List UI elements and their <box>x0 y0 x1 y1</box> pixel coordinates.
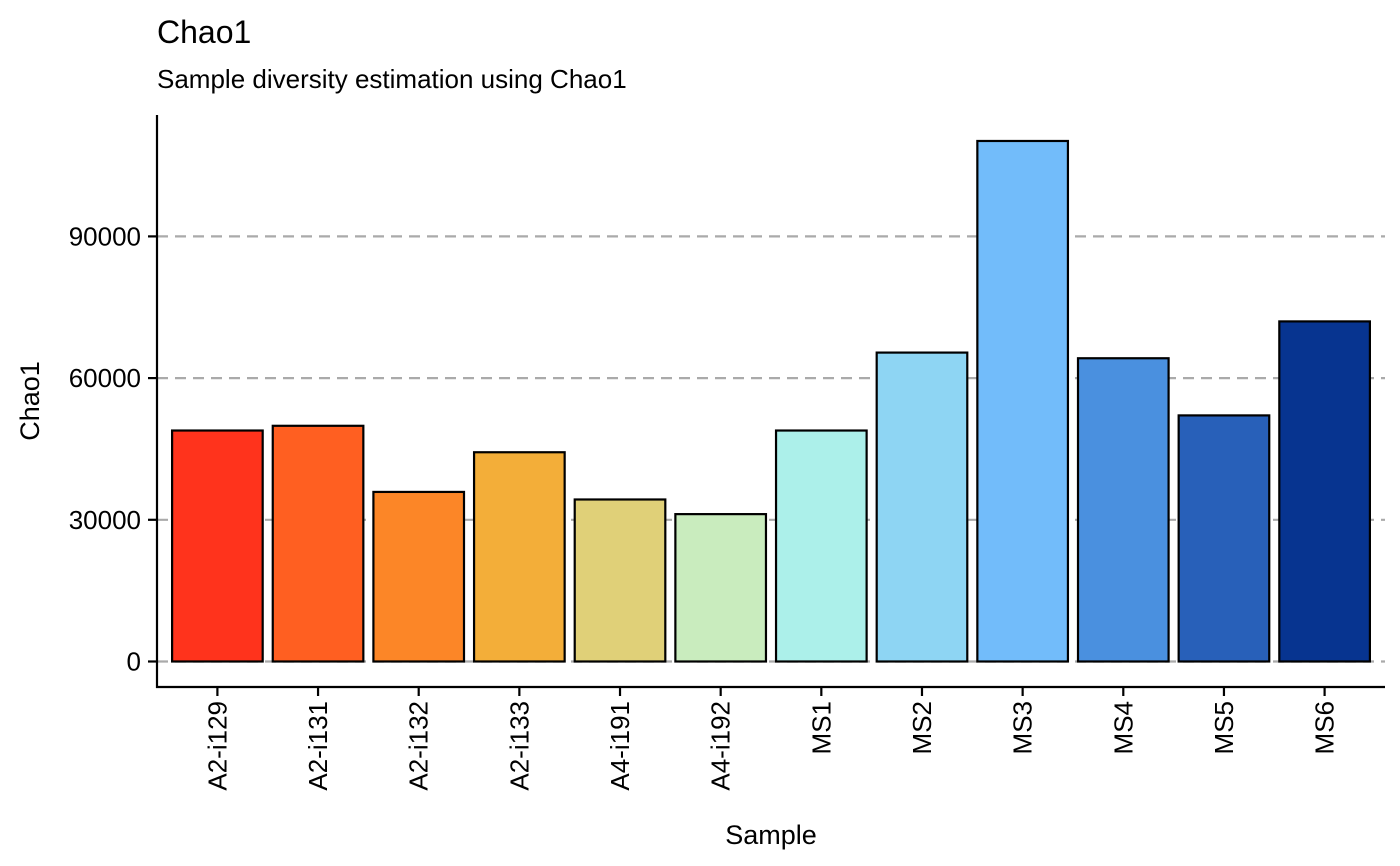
y-tick-label: 30000 <box>69 505 141 535</box>
bar <box>472 451 566 663</box>
bar <box>573 498 667 663</box>
bar <box>674 513 768 663</box>
x-tick-label: MS5 <box>1209 701 1239 754</box>
bar <box>1177 414 1271 663</box>
x-axis-ticks: A2-i129 A2-i131 A2-i132 A2-i133 A4-i191 A4-i1… <box>202 687 1340 791</box>
bar <box>976 139 1070 663</box>
y-axis-title: Chao1 <box>15 361 45 441</box>
x-tick-label: A2-i132 <box>404 701 434 791</box>
bars <box>170 139 1372 663</box>
x-tick-label: MS4 <box>1108 701 1138 754</box>
x-tick-label: A2-i129 <box>202 701 232 791</box>
chart-subtitle: Sample diversity estimation using Chao1 <box>157 64 627 94</box>
bar <box>170 429 264 663</box>
y-tick-label: 0 <box>127 646 141 676</box>
x-tick-label: A4-i191 <box>605 701 635 791</box>
bar <box>1076 357 1170 663</box>
bar <box>271 424 365 663</box>
bar <box>372 490 466 663</box>
y-tick-label: 90000 <box>69 221 141 251</box>
y-axis-ticks: 0 30000 60000 90000 <box>69 221 157 676</box>
y-tick-label: 60000 <box>69 363 141 393</box>
bar <box>875 351 969 663</box>
axes <box>155 115 1385 689</box>
x-tick-label: A2-i133 <box>504 701 534 791</box>
bar <box>774 429 868 663</box>
x-tick-label: MS3 <box>1008 701 1038 754</box>
x-tick-label: A4-i192 <box>706 701 736 791</box>
x-tick-label: A2-i131 <box>303 701 333 791</box>
bar <box>1278 320 1372 663</box>
x-tick-label: MS1 <box>806 701 836 754</box>
x-tick-label: MS2 <box>907 701 937 754</box>
chart-title: Chao1 <box>157 14 252 50</box>
x-tick-label: MS6 <box>1310 701 1340 754</box>
x-axis-title: Sample <box>725 820 817 850</box>
